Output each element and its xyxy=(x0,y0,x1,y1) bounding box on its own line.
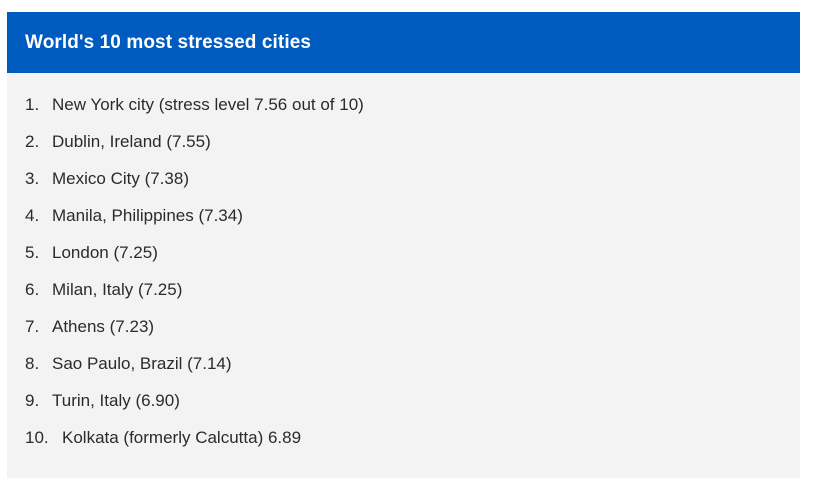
item-number: 7. xyxy=(25,317,40,336)
list-item: 2. Dublin, Ireland (7.55) xyxy=(25,132,800,169)
box-header: World's 10 most stressed cities xyxy=(7,12,800,73)
box-title: World's 10 most stressed cities xyxy=(25,31,312,53)
item-text: Sao Paulo, Brazil (7.14) xyxy=(52,354,232,373)
list-item: 6. Milan, Italy (7.25) xyxy=(25,280,800,317)
item-text: Manila, Philippines (7.34) xyxy=(52,206,243,225)
list-item: 7. Athens (7.23) xyxy=(25,317,800,354)
item-text: Turin, Italy (6.90) xyxy=(52,391,180,410)
item-number: 4. xyxy=(25,206,40,225)
list-item: 4. Manila, Philippines (7.34) xyxy=(25,206,800,243)
city-list: 1. New York city (stress level 7.56 out … xyxy=(7,73,800,465)
item-text: New York city (stress level 7.56 out of … xyxy=(52,95,364,114)
item-number: 3. xyxy=(25,169,40,188)
item-text: London (7.25) xyxy=(52,243,158,262)
list-item: 1. New York city (stress level 7.56 out … xyxy=(25,95,800,132)
item-number: 5. xyxy=(25,243,40,262)
item-text: Milan, Italy (7.25) xyxy=(52,280,183,299)
list-item: 9. Turin, Italy (6.90) xyxy=(25,391,800,428)
item-number: 1. xyxy=(25,95,40,114)
list-item: 3. Mexico City (7.38) xyxy=(25,169,800,206)
list-item: 5. London (7.25) xyxy=(25,243,800,280)
item-text: Athens (7.23) xyxy=(52,317,155,336)
list-item: 8. Sao Paulo, Brazil (7.14) xyxy=(25,354,800,391)
stressed-cities-box: World's 10 most stressed cities 1. New Y… xyxy=(7,12,800,478)
item-number: 6. xyxy=(25,280,40,299)
list-item: 10. Kolkata (formerly Calcutta) 6.89 xyxy=(25,428,800,465)
item-text: Kolkata (formerly Calcutta) 6.89 xyxy=(62,428,302,447)
item-text: Mexico City (7.38) xyxy=(52,169,189,188)
item-number: 2. xyxy=(25,132,40,151)
item-number: 8. xyxy=(25,354,40,373)
item-text: Dublin, Ireland (7.55) xyxy=(52,132,211,151)
item-number: 9. xyxy=(25,391,40,410)
item-number: 10. xyxy=(25,428,49,447)
